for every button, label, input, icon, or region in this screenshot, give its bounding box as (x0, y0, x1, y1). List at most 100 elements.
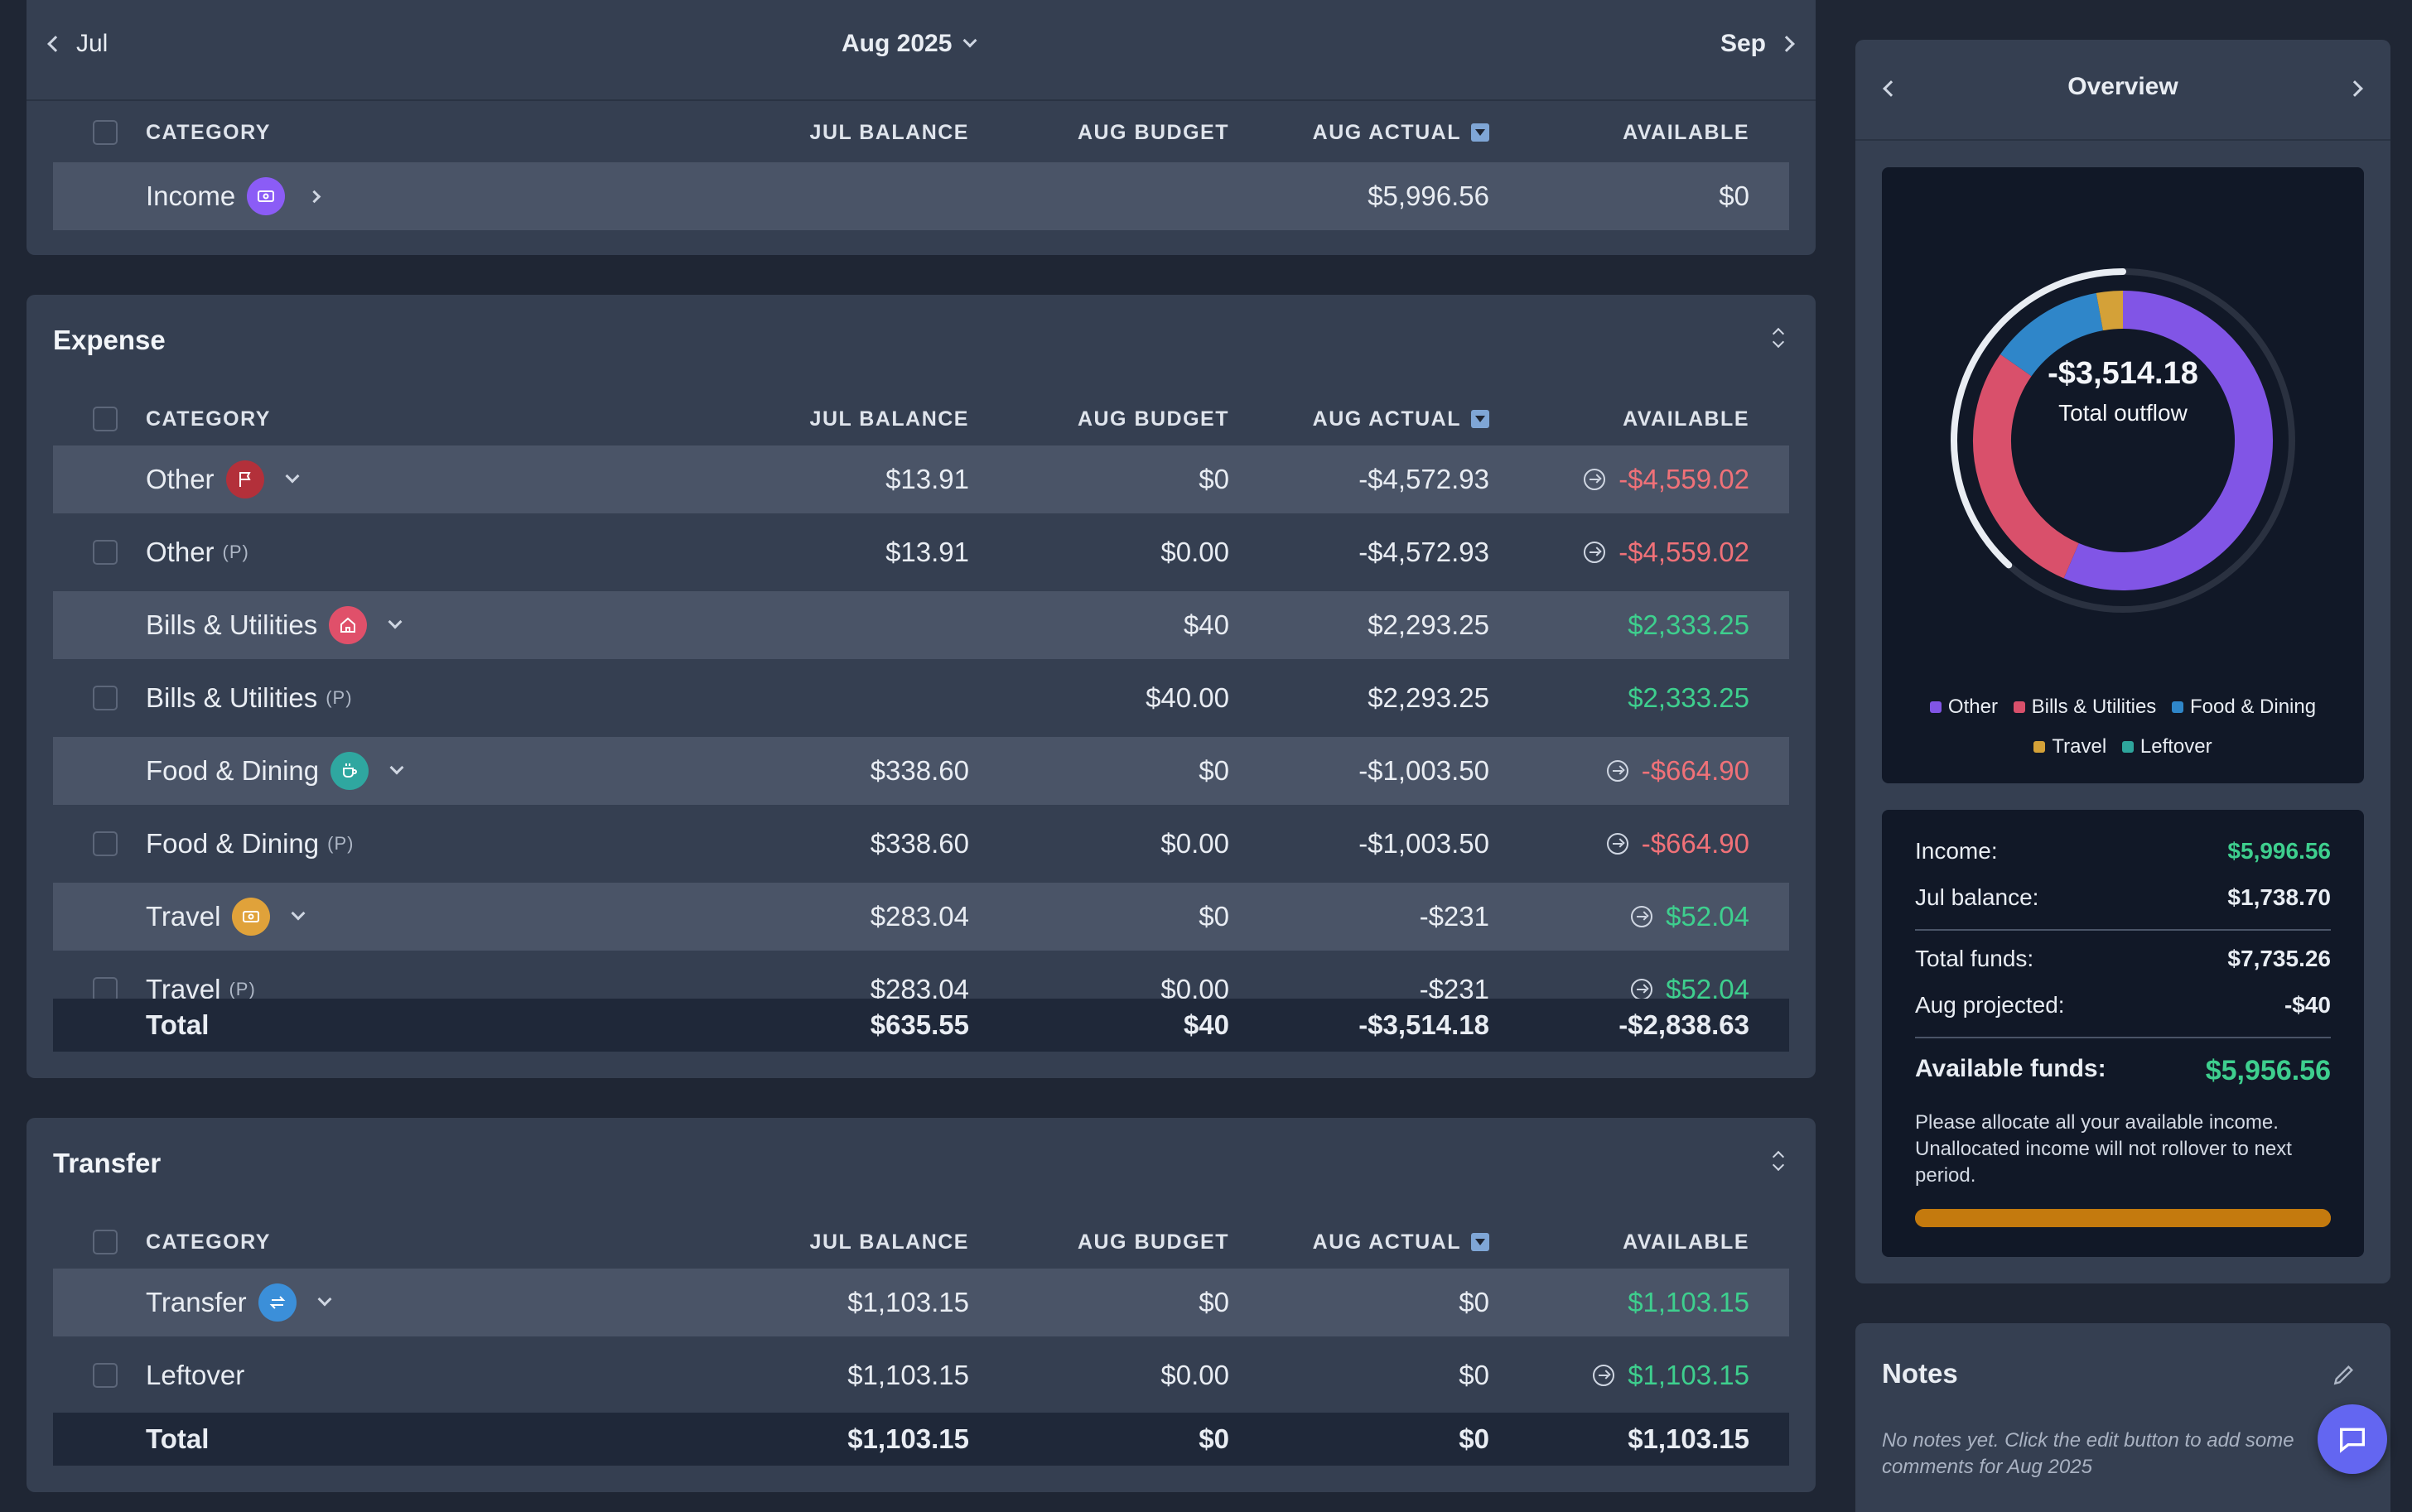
col-aug-budget[interactable]: AUG BUDGET (1077, 1230, 1229, 1254)
budget-cell[interactable]: $0 (1199, 901, 1229, 932)
month-selector[interactable]: Aug 2025 (842, 30, 977, 58)
category-group-row[interactable]: Travel $283.04 $0 -$231 $52.04 (53, 883, 1789, 951)
legend-item[interactable]: Food & Dining (2171, 687, 2316, 727)
legend-item[interactable]: Other (1929, 687, 1998, 727)
budget-cell[interactable]: $0 (1199, 1287, 1229, 1317)
category-name: Income (146, 181, 236, 211)
expand-chevron-icon[interactable] (307, 190, 321, 203)
category-group-row[interactable]: Bills & Utilities $40 $2,293.25 $2,333.25 (53, 591, 1789, 659)
move-funds-icon[interactable] (1631, 979, 1653, 1000)
available-cell: $1,103.15 (1593, 1341, 1749, 1409)
move-funds-icon[interactable] (1593, 1365, 1615, 1386)
col-category[interactable]: CATEGORY (146, 1230, 271, 1254)
col-category[interactable]: CATEGORY (146, 120, 271, 144)
col-jul-balance[interactable]: JUL BALANCE (809, 407, 969, 431)
col-aug-actual-label: AUG ACTUAL (1312, 1230, 1461, 1254)
summary-divider (1915, 929, 2331, 931)
budget-cell[interactable]: $40 (1183, 609, 1229, 640)
chevron-down-icon[interactable] (389, 760, 404, 775)
available-value: $2,333.25 (1628, 609, 1749, 640)
category-name: Other (146, 537, 215, 567)
available-cell: -$664.90 (1606, 737, 1749, 805)
select-all-checkbox[interactable] (93, 407, 118, 431)
summary-label: Total funds: (1915, 946, 2034, 971)
budget-cell[interactable]: $0.00 (1160, 1360, 1229, 1390)
collapse-toggle-icon[interactable] (1773, 1151, 1784, 1171)
category-item-row[interactable]: Food & Dining (P) $338.60 $0.00 -$1,003.50 -$… (53, 810, 1789, 878)
prev-month-button[interactable]: Jul (47, 30, 108, 58)
col-jul-balance[interactable]: JUL BALANCE (809, 1230, 969, 1254)
col-aug-actual[interactable]: AUG ACTUAL (1313, 392, 1489, 445)
summary-value: -$40 (2284, 992, 2331, 1018)
category-item-row[interactable]: Other (P) $13.91 $0.00 -$4,572.93 -$4,559.02 (53, 518, 1789, 586)
chevron-down-icon[interactable] (291, 906, 306, 921)
move-funds-icon[interactable] (1606, 833, 1628, 855)
next-month-label: Sep (1720, 30, 1766, 57)
summary-label: Aug projected: (1915, 992, 2065, 1018)
sort-desc-icon[interactable] (1471, 123, 1489, 142)
row-checkbox[interactable] (93, 686, 118, 710)
donut-slice-food-dining[interactable] (2000, 292, 2104, 377)
move-funds-icon[interactable] (1606, 760, 1628, 782)
col-aug-actual[interactable]: AUG ACTUAL (1313, 1216, 1489, 1269)
category-name: Other (146, 464, 215, 494)
category-group-row[interactable]: Other $13.91 $0 -$4,572.93 -$4,559.02 (53, 445, 1789, 513)
select-all-checkbox[interactable] (93, 120, 118, 145)
summary-value: $7,735.26 (2227, 946, 2331, 971)
category-cell: Leftover (146, 1341, 244, 1409)
pencil-icon[interactable] (2331, 1361, 2357, 1388)
col-jul-balance[interactable]: JUL BALANCE (809, 120, 969, 144)
col-available[interactable]: AVAILABLE (1623, 1230, 1749, 1254)
budget-cell[interactable]: $40.00 (1146, 682, 1229, 713)
donut-center: -$3,514.18 Total outflow (1882, 356, 2364, 426)
col-available[interactable]: AVAILABLE (1623, 120, 1749, 144)
category-name: Bills & Utilities (146, 609, 318, 640)
category-group-row[interactable]: Food & Dining $338.60 $0 -$1,003.50 -$664.90 (53, 737, 1789, 805)
donut-slice-bills-utilities[interactable] (1973, 354, 2080, 579)
row-checkbox[interactable] (93, 540, 118, 565)
budget-cell[interactable]: $0 (1199, 755, 1229, 786)
budget-cell[interactable]: $0.00 (1160, 537, 1229, 567)
col-available[interactable]: AVAILABLE (1623, 407, 1749, 431)
budget-cell[interactable]: $0.00 (1160, 828, 1229, 859)
next-month-button[interactable]: Sep (1720, 30, 1795, 58)
chevron-down-icon[interactable] (388, 614, 403, 629)
col-aug-budget[interactable]: AUG BUDGET (1077, 407, 1229, 431)
category-group-row[interactable]: Transfer $1,103.15 $0 $0 $1,103.15 (53, 1269, 1789, 1336)
select-all-checkbox[interactable] (93, 1230, 118, 1254)
donut-slice-other[interactable] (2063, 291, 2273, 590)
expense-table-header: CATEGORY JUL BALANCE AUG BUDGET AUG ACTU… (53, 392, 1789, 445)
total-available: $1,103.15 (1628, 1423, 1749, 1454)
summary-label: Income: (1915, 838, 1998, 864)
chevron-down-icon[interactable] (317, 1292, 332, 1307)
notes-title: Notes (1882, 1358, 1958, 1389)
income-section: CATEGORY JUL BALANCE AUG BUDGET AUG ACTU… (27, 101, 1816, 255)
category-item-row[interactable]: Leftover $1,103.15 $0.00 $0 $1,103.15 (53, 1341, 1789, 1409)
col-category[interactable]: CATEGORY (146, 407, 271, 431)
col-aug-budget[interactable]: AUG BUDGET (1077, 120, 1229, 144)
legend-item[interactable]: Bills & Utilities (2013, 687, 2156, 727)
legend-item[interactable]: Travel (2033, 727, 2106, 767)
available-value: $1,103.15 (1628, 1360, 1749, 1390)
move-funds-icon[interactable] (1584, 469, 1606, 490)
col-aug-actual-label: AUG ACTUAL (1312, 407, 1461, 431)
donut-slice-travel[interactable] (2096, 291, 2124, 331)
income-row[interactable]: Income $5,996.56 $0 (53, 162, 1789, 230)
move-funds-icon[interactable] (1631, 906, 1653, 927)
move-funds-icon[interactable] (1584, 542, 1606, 563)
legend-item[interactable]: Leftover (2121, 727, 2212, 767)
budget-cell[interactable]: $0 (1199, 464, 1229, 494)
col-aug-actual[interactable]: AUG ACTUAL (1313, 106, 1489, 159)
collapse-toggle-icon[interactable] (1773, 328, 1784, 348)
category-item-row[interactable]: Bills & Utilities (P) $40.00 $2,293.25 $2,33… (53, 664, 1789, 732)
row-checkbox[interactable] (93, 1363, 118, 1388)
chevron-down-icon[interactable] (285, 469, 300, 484)
chat-support-button[interactable] (2318, 1404, 2387, 1474)
total-jul: $635.55 (870, 1009, 969, 1040)
expense-section: Expense CATEGORY JUL BALANCE AUG BUDGET … (27, 295, 1816, 1078)
category-name: Food & Dining (146, 755, 320, 786)
category-cell: Bills & Utilities (146, 591, 403, 659)
sort-desc-icon[interactable] (1471, 1233, 1489, 1251)
row-checkbox[interactable] (93, 831, 118, 856)
sort-desc-icon[interactable] (1471, 410, 1489, 428)
